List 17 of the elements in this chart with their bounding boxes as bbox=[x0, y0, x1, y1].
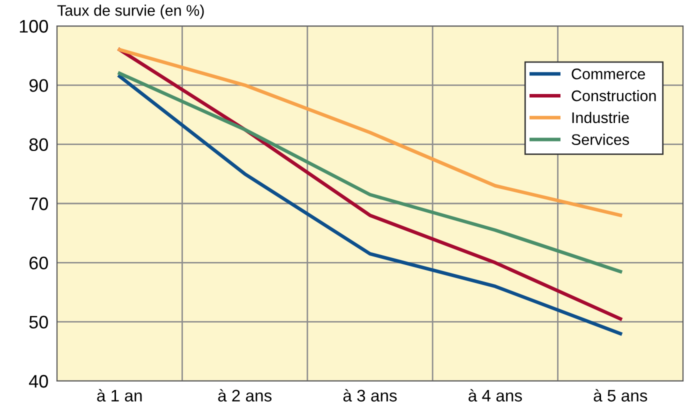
y-tick-label: 50 bbox=[29, 316, 48, 329]
x-tick-label: à 4 ans bbox=[468, 389, 522, 402]
y-tick-label: 70 bbox=[30, 197, 48, 210]
x-tick-label: à 2 ans bbox=[218, 389, 272, 402]
y-tick-label: 80 bbox=[29, 138, 48, 152]
y-axis-title: Taux de survie (en %) bbox=[57, 4, 204, 19]
x-tick-label: à 1 an bbox=[97, 389, 142, 402]
legend-label: Industrie bbox=[572, 112, 629, 124]
y-tick-label: 40 bbox=[29, 374, 48, 388]
y-tick-label: 90 bbox=[29, 79, 48, 92]
x-tick-label: à 3 ans bbox=[343, 389, 397, 402]
legend-label: Construction bbox=[572, 90, 656, 102]
y-tick-label: 100 bbox=[20, 20, 48, 33]
legend-label: Services bbox=[572, 134, 629, 146]
legend-label: Commerce bbox=[572, 68, 645, 80]
x-tick-label: à 5 ans bbox=[594, 389, 648, 402]
y-tick-label: 60 bbox=[30, 256, 48, 270]
